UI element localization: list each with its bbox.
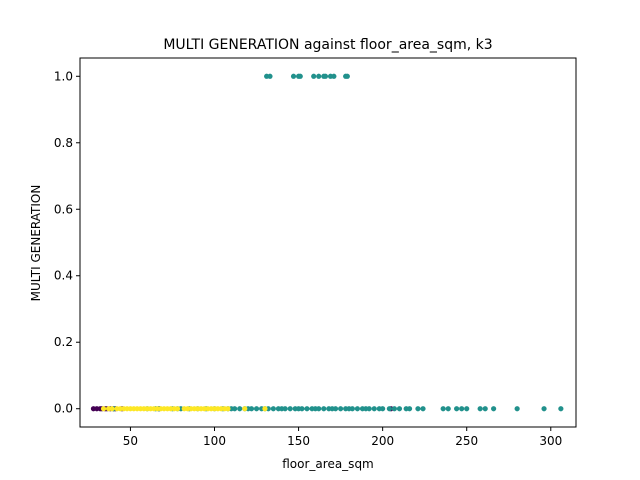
data-point (338, 406, 344, 412)
data-point (514, 406, 520, 412)
y-tick-label: 0.0 (54, 402, 73, 416)
data-point (464, 406, 470, 412)
data-point (316, 406, 322, 412)
data-point (349, 406, 355, 412)
data-point (109, 406, 115, 412)
axes-frame (79, 57, 577, 428)
x-tick-label: 250 (455, 434, 478, 448)
data-point (237, 406, 243, 412)
data-point (454, 406, 460, 412)
y-tick-label: 1.0 (54, 69, 73, 83)
data-point (100, 406, 107, 412)
data-point (445, 406, 451, 412)
x-tick-label: 100 (203, 434, 226, 448)
data-point (391, 406, 398, 412)
data-point (282, 406, 288, 412)
data-point (267, 73, 273, 79)
x-axis: 50 100 150 200 250 300 (123, 427, 562, 448)
data-point (366, 406, 372, 412)
data-point (248, 406, 255, 412)
data-point (482, 406, 488, 412)
data-point (174, 406, 181, 412)
data-point (290, 73, 297, 79)
data-point (344, 73, 350, 79)
y-tick-label: 0.8 (54, 136, 73, 150)
data-point (311, 73, 317, 79)
data-point (491, 406, 497, 412)
data-point (299, 406, 305, 412)
data-point (331, 73, 337, 79)
data-point (415, 406, 421, 412)
y-tick-label: 0.6 (54, 202, 73, 216)
data-point (297, 73, 303, 79)
data-point (287, 406, 293, 412)
data-point (332, 406, 339, 412)
data-point (270, 406, 276, 412)
x-tick-label: 150 (287, 434, 310, 448)
data-point (304, 406, 310, 412)
data-point (440, 406, 446, 412)
data-point (225, 406, 231, 412)
data-point (232, 406, 238, 412)
data-point (380, 406, 386, 412)
x-tick-label: 50 (123, 434, 138, 448)
data-point (541, 406, 547, 412)
data-point (371, 406, 377, 412)
data-point (477, 406, 483, 412)
chart-title: MULTI GENERATION against floor_area_sqm,… (163, 37, 492, 53)
data-point (354, 406, 361, 412)
data-point (262, 406, 268, 412)
data-point (316, 73, 322, 79)
data-point (321, 406, 327, 412)
data-point (396, 406, 403, 412)
x-tick-label: 200 (371, 434, 394, 448)
y-axis-label: MULTI GENERATION (29, 185, 43, 302)
y-tick-label: 0.2 (54, 335, 73, 349)
x-tick-label: 300 (539, 434, 562, 448)
data-point (406, 406, 413, 412)
y-axis: 0.0 0.2 0.4 0.6 0.8 1.0 (54, 69, 80, 416)
data-point (253, 406, 260, 412)
data-point (242, 406, 248, 412)
y-tick-label: 0.4 (54, 269, 73, 283)
x-axis-label: floor_area_sqm (282, 457, 374, 471)
data-point (322, 73, 329, 79)
data-point (420, 406, 426, 412)
data-point (386, 406, 392, 412)
plot-area (90, 73, 564, 412)
data-point (558, 406, 564, 412)
data-point (459, 406, 465, 412)
